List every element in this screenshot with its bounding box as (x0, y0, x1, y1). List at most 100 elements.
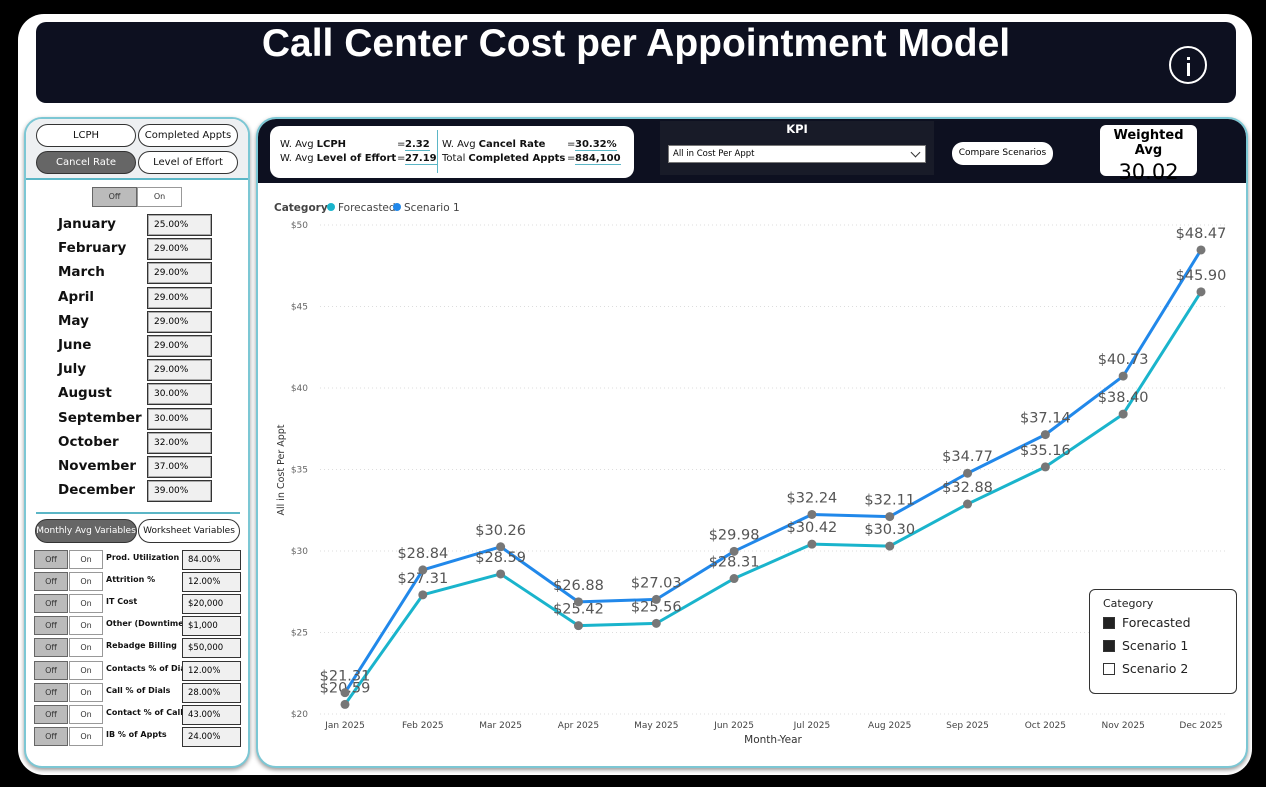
month-value[interactable]: 29.00% (147, 335, 212, 357)
variable-value[interactable]: 24.00% (182, 726, 241, 747)
y-tick-label: $45 (291, 303, 308, 313)
toggle-on[interactable]: On (69, 572, 103, 592)
month-value[interactable]: 29.00% (147, 359, 212, 382)
month-value[interactable]: 39.00% (147, 480, 212, 503)
kpi-value: 30.32% (575, 139, 617, 151)
toggle-on[interactable]: On (69, 616, 103, 636)
data-point (1196, 245, 1206, 255)
variable-value[interactable]: 12.00% (182, 572, 241, 593)
month-name: January (58, 216, 116, 232)
variable-name: IT Cost (106, 597, 138, 607)
slicer-option[interactable]: Scenario 1 (1122, 638, 1189, 653)
slicer-option[interactable]: Forecasted (1122, 615, 1191, 630)
toggle-off[interactable]: Off (34, 682, 68, 702)
month-value[interactable]: 37.00% (147, 456, 212, 478)
data-point (418, 565, 428, 575)
variable-name: Call % of Dials (106, 685, 171, 695)
toggle-on[interactable]: On (69, 660, 103, 680)
variable-tab[interactable]: Worksheet Variables (138, 519, 240, 543)
month-value[interactable]: 30.00% (147, 407, 212, 430)
toggle-off[interactable]: Off (34, 704, 68, 724)
data-label: $32.24 (787, 490, 838, 506)
kpi-label: W. Avg LCPH (280, 139, 346, 150)
tab-button[interactable]: Cancel Rate (36, 151, 136, 174)
variable-value[interactable]: 12.00% (182, 660, 241, 681)
kpi-name: Completed Appts (468, 153, 566, 164)
month-value[interactable]: 32.00% (147, 431, 212, 454)
x-axis-title: Month-Year (744, 734, 802, 746)
month-value[interactable]: 25.00% (147, 214, 212, 236)
variable-value[interactable]: $20,000 (182, 594, 241, 615)
data-point (807, 509, 817, 519)
x-tick-label: Jul 2025 (793, 721, 831, 731)
slicer-option[interactable]: Scenario 2 (1122, 661, 1189, 676)
y-tick-label: $25 (291, 629, 308, 639)
toggle-off[interactable]: Off (34, 638, 68, 658)
x-tick-label: May 2025 (634, 721, 678, 731)
variable-value[interactable]: 28.00% (182, 682, 241, 703)
data-point (729, 574, 739, 584)
month-name: September (58, 409, 142, 426)
y-tick-label: $40 (291, 384, 308, 394)
x-tick-label: Mar 2025 (479, 721, 522, 731)
toggle-off[interactable]: Off (92, 187, 137, 207)
y-tick-label: $35 (291, 466, 308, 476)
kpi-equals: = (397, 153, 406, 164)
month-name: October (58, 433, 119, 450)
tab-button[interactable]: LCPH (36, 124, 136, 147)
toggle-on[interactable]: On (69, 638, 103, 658)
series-line (343, 291, 1203, 706)
x-tick-label: Feb 2025 (402, 721, 444, 731)
checkbox[interactable] (1103, 663, 1115, 675)
data-label: $35.16 (1020, 443, 1071, 459)
toggle-off[interactable]: Off (34, 660, 68, 680)
kpi-equals: = (397, 139, 406, 150)
data-point (1118, 371, 1128, 381)
info-button[interactable] (1169, 46, 1207, 84)
toggle-off[interactable]: Off (34, 572, 68, 592)
x-tick-label: Aug 2025 (868, 721, 911, 731)
data-point (651, 594, 661, 604)
data-label: $30.30 (864, 522, 915, 538)
tab-button[interactable]: Level of Effort (138, 151, 238, 174)
variable-tab[interactable]: Monthly Avg Variables (35, 519, 137, 543)
compare-button[interactable]: Compare Scenarios (952, 142, 1053, 165)
month-name: April (58, 288, 95, 305)
month-value[interactable]: 30.00% (147, 383, 212, 406)
variable-value[interactable]: $1,000 (182, 616, 241, 637)
category-slicer: Category Forecasted Scenario 1 Scenario 2 (1089, 589, 1237, 694)
toggle-on[interactable]: On (69, 594, 103, 614)
data-point (340, 699, 350, 709)
toggle-off[interactable]: Off (34, 550, 68, 569)
toggle-off[interactable]: Off (34, 594, 68, 614)
toggle-on[interactable]: On (69, 726, 103, 746)
data-label: $26.88 (553, 578, 604, 594)
variable-value[interactable]: 43.00% (182, 704, 241, 725)
data-point (496, 569, 506, 579)
month-name: June (58, 337, 92, 353)
line-chart: $20 $25 $30 $35 $40 $45 $50 Jan 2025 Feb 2025 Mar… (274, 202, 1227, 746)
month-value[interactable]: 29.00% (147, 262, 212, 285)
toggle-on[interactable]: On (137, 187, 182, 207)
variable-value[interactable]: 84.00% (182, 550, 241, 570)
toggle-off[interactable]: Off (34, 726, 68, 746)
data-point (1118, 409, 1128, 419)
toggle-on[interactable]: On (69, 704, 103, 724)
month-name: November (58, 458, 137, 474)
variable-value[interactable]: $50,000 (182, 638, 241, 659)
month-value[interactable]: 29.00% (147, 238, 212, 261)
month-value[interactable]: 29.00% (147, 286, 212, 309)
checkbox[interactable] (1103, 617, 1115, 629)
month-name: March (58, 264, 105, 281)
toggle-on[interactable]: On (69, 682, 103, 702)
tab-button[interactable]: Completed Appts (138, 124, 238, 147)
toggle-on[interactable]: On (69, 550, 103, 569)
month-value[interactable]: 29.00% (147, 310, 212, 333)
kpi-dropdown[interactable]: All in Cost Per Appt (668, 145, 926, 163)
data-label: $32.88 (942, 480, 993, 496)
toggle-off[interactable]: Off (34, 616, 68, 636)
data-label: $48.47 (1176, 226, 1227, 242)
y-tick-label: $20 (291, 710, 308, 720)
checkbox[interactable] (1103, 640, 1115, 652)
